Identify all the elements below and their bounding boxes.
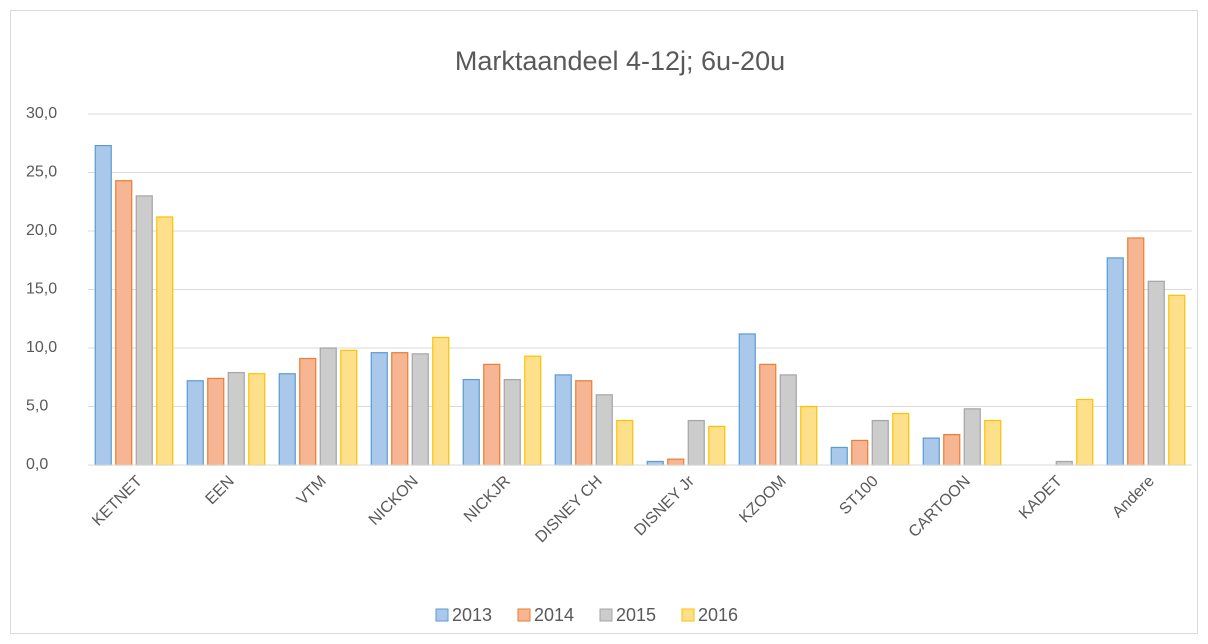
bar <box>227 371 245 466</box>
bar <box>319 347 337 466</box>
bar <box>1106 257 1124 466</box>
bar <box>483 363 501 466</box>
bar <box>299 357 317 466</box>
bar <box>370 352 388 466</box>
bar <box>851 439 869 466</box>
bar <box>984 419 1002 466</box>
legend-swatch <box>435 608 449 622</box>
bar <box>462 378 480 466</box>
bar <box>432 336 450 466</box>
legend-label: 2013 <box>452 605 492 625</box>
bar <box>779 374 797 466</box>
bar <box>1168 294 1186 466</box>
bar <box>922 437 940 466</box>
bar <box>1055 460 1073 466</box>
y-tick-label: 10,0 <box>26 339 57 356</box>
bar <box>503 378 521 466</box>
y-tick-label: 5,0 <box>26 398 48 415</box>
bar <box>94 144 112 466</box>
bar <box>595 394 613 466</box>
bar <box>738 333 756 466</box>
bar <box>871 419 889 466</box>
chart-border <box>10 10 1198 634</box>
legend-label: 2014 <box>534 605 574 625</box>
y-tick-label: 20,0 <box>26 222 57 239</box>
bar <box>391 352 409 466</box>
bar <box>708 425 726 466</box>
bar <box>156 216 174 466</box>
bar <box>687 419 705 466</box>
bar <box>1076 398 1094 466</box>
bar <box>963 408 981 466</box>
bar <box>207 377 225 466</box>
y-tick-label: 15,0 <box>26 281 57 298</box>
bar <box>1127 237 1145 466</box>
bar <box>340 349 358 466</box>
bar <box>892 412 910 466</box>
bar <box>411 353 429 466</box>
bar <box>135 195 153 466</box>
legend-label: 2016 <box>698 605 738 625</box>
legend-swatch <box>599 608 613 622</box>
y-tick-label: 0,0 <box>26 456 48 473</box>
bar <box>1147 280 1165 466</box>
bar <box>575 380 593 466</box>
bar <box>115 180 133 466</box>
bar <box>616 419 634 466</box>
bar <box>943 433 961 466</box>
bar <box>646 460 664 466</box>
y-tick-label: 30,0 <box>26 105 57 122</box>
bar <box>800 405 818 466</box>
bar <box>759 363 777 466</box>
bar <box>278 373 296 466</box>
legend-swatch <box>681 608 695 622</box>
chart-title: Marktaandeel 4-12j; 6u-20u <box>455 46 785 76</box>
bar <box>248 373 266 466</box>
bar <box>554 374 572 466</box>
bar <box>667 458 685 466</box>
y-tick-label: 25,0 <box>26 164 57 181</box>
legend-label: 2015 <box>616 605 656 625</box>
legend-swatch <box>517 608 531 622</box>
bar <box>186 380 204 466</box>
bar <box>830 446 848 466</box>
bar <box>524 355 542 466</box>
